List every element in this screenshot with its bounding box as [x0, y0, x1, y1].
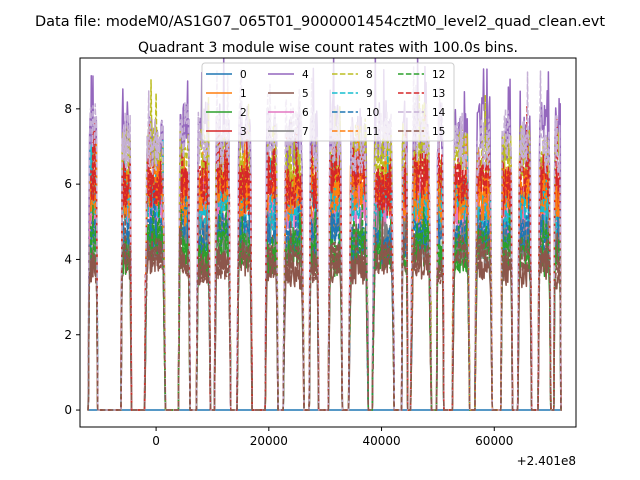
legend-label-15: 15	[432, 126, 445, 138]
legend-label-4: 4	[302, 69, 309, 81]
legend-label-0: 0	[240, 69, 247, 81]
legend-label-5: 5	[302, 88, 309, 100]
series-line-14	[87, 66, 562, 411]
y-axis: 0 2 4 6 8	[64, 102, 80, 417]
legend-label-1: 1	[240, 88, 247, 100]
chart-title: Quadrant 3 module wise count rates with …	[138, 40, 518, 56]
legend-label-13: 13	[432, 88, 445, 100]
y-tick-label: 2	[64, 328, 72, 342]
plot-series	[87, 58, 562, 411]
legend-label-3: 3	[240, 126, 247, 138]
legend-label-12: 12	[432, 69, 445, 81]
x-tick-label: 40000	[362, 434, 400, 448]
legend-label-8: 8	[366, 69, 373, 81]
legend-label-10: 10	[366, 107, 379, 119]
x-tick-label: 60000	[475, 434, 513, 448]
legend-label-6: 6	[302, 107, 309, 119]
x-offset-label: +2.401e8	[517, 454, 576, 468]
figure-suptitle: Data file: modeM0/AS1G07_065T01_90000014…	[35, 14, 605, 30]
legend-box	[201, 62, 455, 142]
y-tick-label: 0	[64, 403, 72, 417]
legend-label-11: 11	[366, 126, 379, 138]
legend-label-2: 2	[240, 107, 247, 119]
legend-label-7: 7	[302, 126, 309, 138]
y-tick-label: 8	[64, 102, 72, 116]
plot-frame	[79, 57, 577, 428]
y-tick-label: 6	[64, 177, 72, 191]
x-tick-label: 0	[152, 434, 160, 448]
legend-label-9: 9	[366, 88, 373, 100]
x-axis: 0 20000 40000 60000	[152, 427, 513, 448]
y-tick-label: 4	[64, 252, 72, 266]
series-line-15	[87, 208, 562, 411]
legend-label-14: 14	[432, 107, 446, 119]
x-tick-label: 20000	[250, 434, 288, 448]
